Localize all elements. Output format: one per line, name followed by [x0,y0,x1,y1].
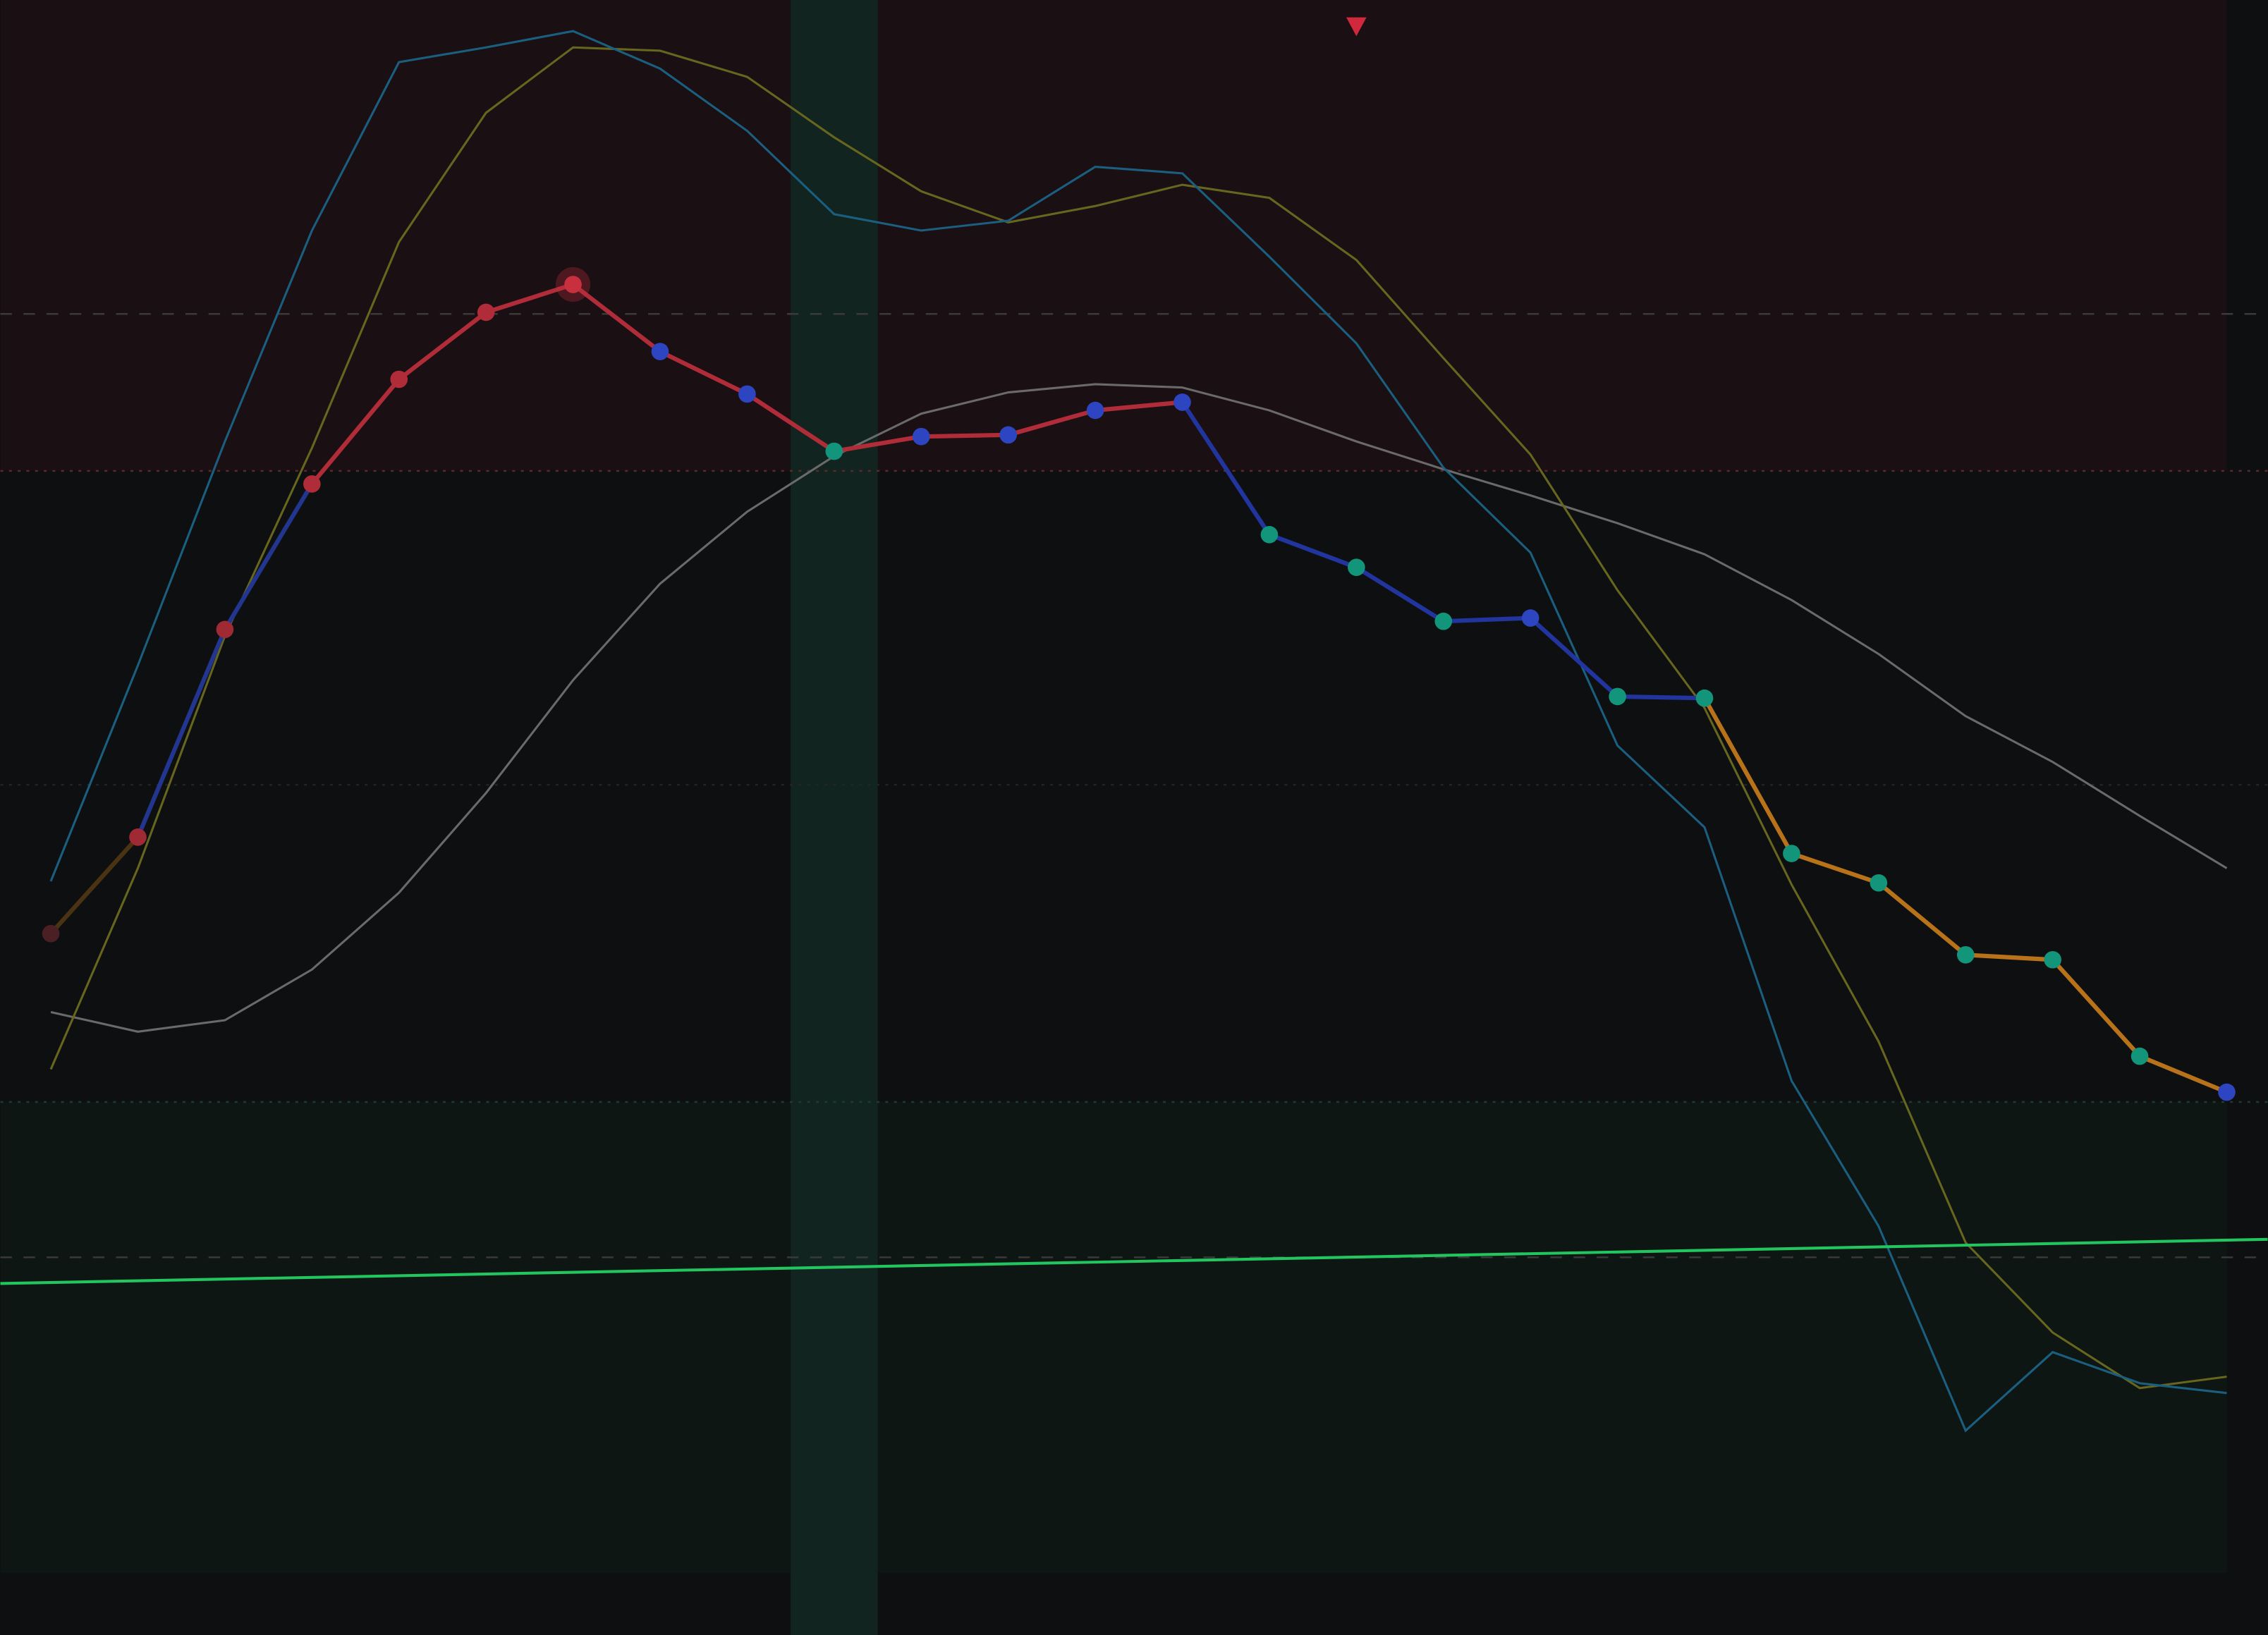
point [825,442,843,460]
point [129,828,147,846]
point [912,427,930,446]
line-segment [397,310,488,381]
line-segment [921,432,1008,439]
point [564,276,582,293]
point [1521,609,1540,627]
point [216,620,234,639]
line-segment [571,283,662,354]
series-line [49,46,2227,1390]
line-segment [485,282,574,314]
point [1695,689,1714,707]
point [2130,1047,2149,1065]
point [390,370,408,388]
line-segment [1180,400,1272,537]
highlight-band [791,0,878,1635]
line-segment [223,482,314,631]
point [1434,612,1453,630]
line-segment [1095,400,1183,413]
point [2218,1083,2236,1101]
line-segment [1965,953,2053,962]
zone [0,0,2227,471]
line-segment [310,378,401,486]
point [1348,558,1365,576]
point [1260,526,1279,544]
line-segment [2051,958,2142,1058]
line-segment [2138,1054,2228,1094]
point [1086,401,1104,420]
point [303,475,321,493]
point [738,385,756,403]
point [1956,945,1975,964]
point [1783,845,1800,862]
line-segment [1268,532,1358,570]
series-line [50,383,2228,1033]
point [999,426,1017,444]
line-segment [834,434,922,454]
line-segment [1791,851,1879,886]
point [1609,687,1626,706]
line-segment [135,628,227,838]
line-segment [1702,697,1794,855]
line-segment [1877,881,1968,957]
signal-marker [1346,17,1367,37]
series-line [49,30,2227,1433]
line-segment [659,349,748,396]
series-line [0,1237,2268,1285]
point [42,924,60,943]
line-segment [1529,616,1619,699]
point [2044,950,2061,969]
point [477,303,495,322]
line-segment [1355,565,1445,623]
point [1870,874,1888,892]
point [1173,393,1191,411]
line-segment [1617,694,1705,701]
point [651,343,669,360]
line-segment [745,392,836,453]
line-segment [1443,616,1531,624]
line-segment [49,835,140,936]
line-segment [1007,408,1096,437]
zone [0,1102,2227,1573]
